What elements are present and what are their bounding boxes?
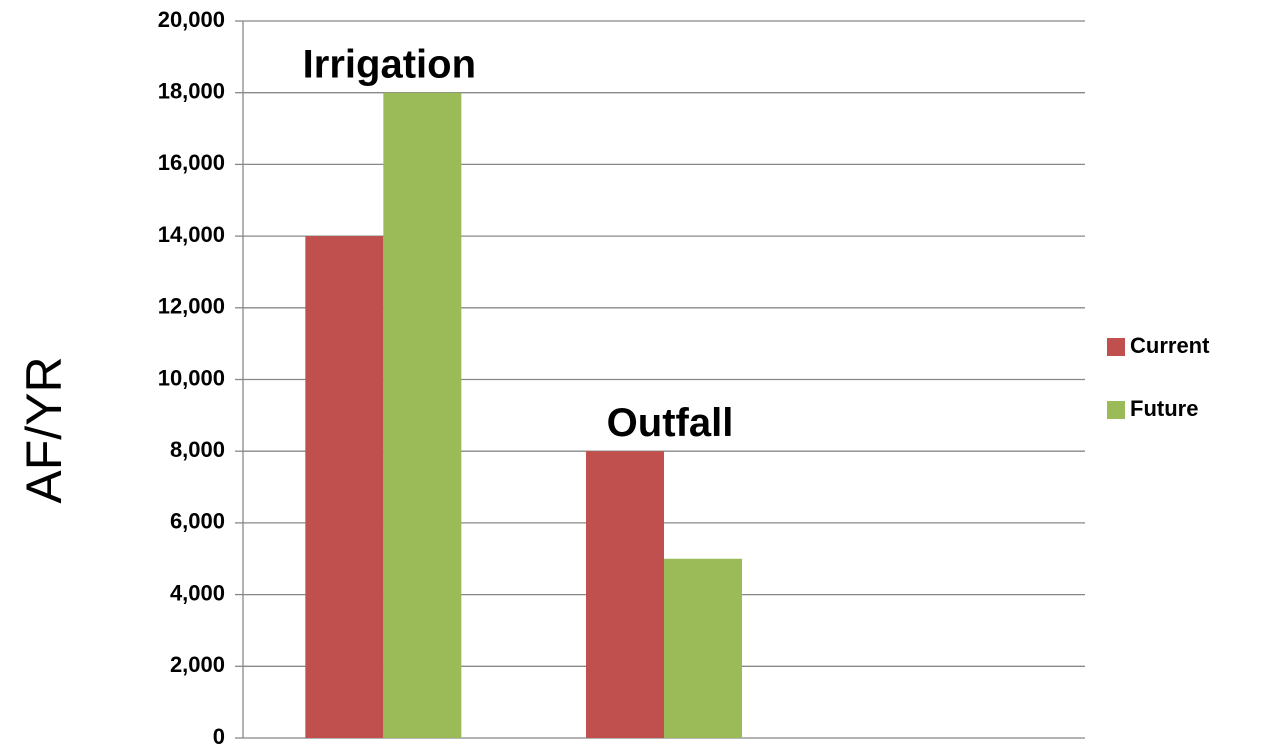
y-tick-label: 10,000: [158, 365, 225, 390]
y-tick-label: 14,000: [158, 222, 225, 247]
y-tick-label: 4,000: [170, 580, 225, 605]
legend-swatch: [1107, 338, 1125, 356]
bar: [383, 92, 462, 738]
y-tick-label: 2,000: [170, 652, 225, 677]
y-tick-label: 16,000: [158, 150, 225, 175]
y-tick-label: 0: [213, 724, 225, 749]
y-tick-label: 20,000: [158, 7, 225, 32]
category-label: Irrigation: [303, 42, 476, 86]
legend-swatch: [1107, 401, 1125, 419]
category-label: Outfall: [607, 401, 734, 445]
y-tick-label: 8,000: [170, 437, 225, 462]
bar: [305, 236, 384, 738]
y-tick-label: 18,000: [158, 79, 225, 104]
y-tick-label: 6,000: [170, 509, 225, 534]
bar: [664, 558, 742, 738]
legend-label: Future: [1130, 396, 1198, 421]
y-axis-label: AF/YR: [16, 356, 72, 503]
bar: [586, 451, 664, 738]
y-tick-label: 12,000: [158, 294, 225, 319]
legend-label: Current: [1130, 333, 1210, 358]
